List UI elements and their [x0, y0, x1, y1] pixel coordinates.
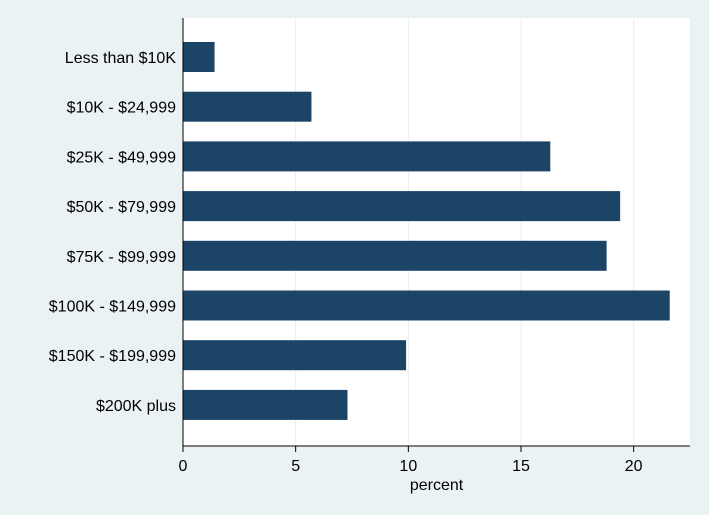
category-label: Less than $10K	[65, 50, 177, 67]
x-tick-label: 0	[179, 458, 188, 475]
category-label: $150K - $199,999	[49, 348, 176, 365]
bar	[183, 240, 607, 271]
category-labels: Less than $10K $10K - $24,999 $25K - $49,9…	[49, 50, 177, 415]
bar	[183, 389, 348, 420]
bar	[183, 191, 621, 222]
category-label: $50K - $79,999	[67, 199, 177, 216]
x-tick-label: 5	[291, 458, 300, 475]
x-tick-label: 10	[399, 458, 417, 475]
category-label: $75K - $99,999	[67, 249, 177, 266]
category-label: $100K - $149,999	[49, 299, 176, 316]
category-label: $200K plus	[96, 398, 176, 415]
bar	[183, 42, 215, 72]
bar	[183, 290, 670, 321]
bar	[183, 340, 407, 371]
category-label: $25K - $49,999	[67, 149, 177, 166]
x-tick-label: 15	[512, 458, 530, 475]
x-tick-label: 20	[625, 458, 643, 475]
bar	[183, 91, 312, 122]
plot-area	[183, 18, 690, 446]
bars	[183, 42, 670, 420]
category-label: $10K - $24,999	[67, 100, 177, 117]
grid-lines	[295, 18, 635, 446]
x-axis-title: percent	[410, 477, 464, 494]
bar	[183, 141, 551, 172]
x-axis-ticks: 0 5 10 15 20	[179, 446, 643, 475]
